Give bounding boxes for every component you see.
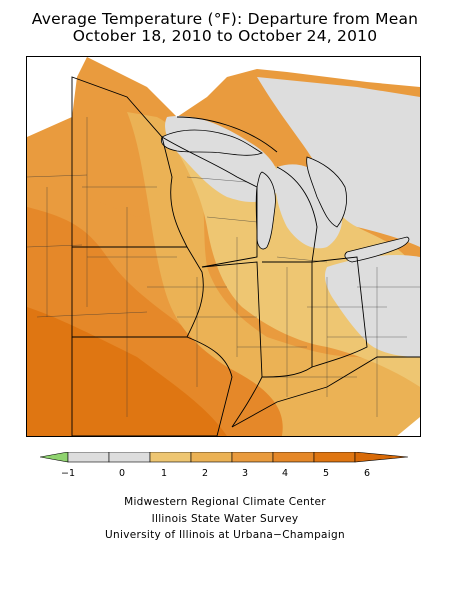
lake-erie [344, 236, 410, 263]
title-line-1: Average Temperature (°F): Departure from… [31, 10, 419, 28]
michigan-lower-border [276, 166, 318, 263]
lake-superior [160, 129, 263, 156]
color-legend: −1 0 1 2 3 4 5 6 [39, 451, 410, 484]
legend-tick-label: 3 [242, 468, 248, 479]
legend-tick-label: 5 [323, 468, 329, 479]
minnesota-border [71, 76, 188, 248]
credit-isws: Illinois State Water Survey [151, 512, 299, 525]
map-canvas [27, 57, 420, 436]
legend-tick-label: −1 [61, 468, 75, 479]
credit-mrcc: Midwestern Regional Climate Center [124, 496, 326, 508]
title-line-2: October 18, 2010 to October 24, 2010 [72, 27, 378, 45]
kentucky-border [231, 356, 420, 428]
legend-swatch-m1-0 [67, 451, 110, 463]
legend-tick-label: 1 [161, 468, 167, 479]
credits: Midwestern Regional Climate Center Illin… [0, 494, 450, 544]
shading-zone-0-1-ontario [257, 77, 420, 247]
legend-swatch-above-6 [354, 451, 409, 463]
legend-tick-label: 2 [202, 468, 208, 479]
legend-bar: −1 0 1 2 3 4 5 6 [39, 451, 409, 479]
legend-swatch-5-6 [313, 451, 356, 463]
temperature-departure-map [26, 56, 421, 437]
shading-zone-4-5 [27, 207, 287, 436]
michigan-upper-border [176, 116, 278, 153]
wisconsin-border [161, 136, 258, 268]
legend-tick-label: 6 [364, 468, 370, 479]
credit-uiuc: University of Illinois at Urbana−Champai… [105, 529, 345, 541]
map-title: Average Temperature (°F): Departure from… [0, 11, 450, 45]
legend-tick-label: 4 [282, 468, 288, 479]
legend-swatch-3-4 [231, 451, 274, 463]
lake-michigan [255, 171, 276, 250]
climate-division-lines [27, 117, 420, 417]
legend-swatch-0-1 [108, 451, 151, 463]
legend-tick-label: 0 [119, 468, 125, 479]
lake-huron [306, 156, 347, 228]
legend-swatch-below-minus1 [39, 451, 69, 463]
legend-swatch-4-5 [272, 451, 315, 463]
missouri-border [71, 336, 233, 436]
outside-map-bottom-right [397, 417, 420, 436]
legend-swatch-2-3 [190, 451, 233, 463]
ohio-border [311, 256, 368, 368]
great-lakes [160, 129, 410, 263]
shading-zone-0-1-ohio [324, 255, 420, 357]
outside-map-canada [87, 57, 420, 117]
legend-swatch-1-2 [149, 451, 192, 463]
state-boundaries [71, 76, 420, 436]
